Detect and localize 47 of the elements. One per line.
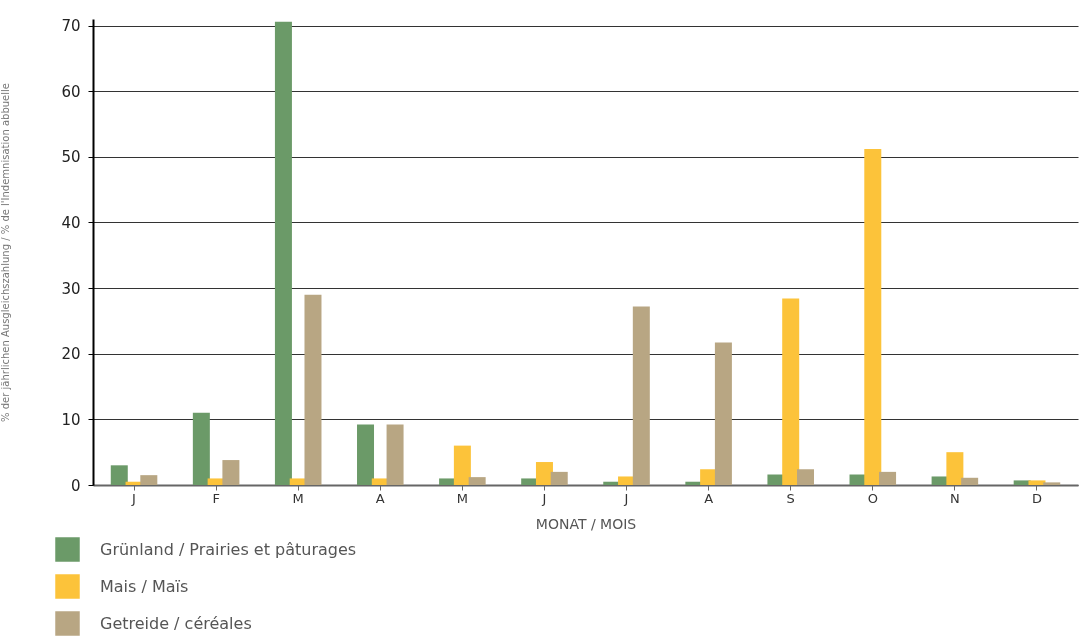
x-tick-label: J	[131, 490, 136, 506]
legend-label: Grünland / Prairies et pâturages	[100, 539, 357, 559]
bar	[946, 452, 964, 485]
x-tick-label: O	[867, 490, 878, 506]
bar	[304, 294, 322, 485]
bar	[274, 21, 292, 485]
x-tick-label: F	[212, 490, 220, 506]
x-axis-title: MONAT / MOIS	[535, 515, 637, 532]
y-tick-label: 20	[61, 345, 81, 364]
bar	[453, 445, 471, 485]
x-tick-label: A	[704, 490, 714, 506]
y-axis-title: % der jährlichen Ausgleichszahlung / % de l'Indemnisation abbuelle	[0, 83, 12, 422]
bar	[386, 424, 404, 485]
x-tick-label: N	[950, 490, 960, 506]
bar	[796, 469, 814, 485]
bar	[550, 471, 568, 485]
y-tick-label: 30	[61, 279, 81, 298]
bar	[714, 342, 732, 485]
x-tick-label: J	[623, 490, 629, 506]
bar	[535, 462, 553, 485]
y-tick-label: 40	[61, 213, 81, 232]
x-tick-label: M	[456, 490, 468, 506]
legend-label: Getreide / céréales	[100, 613, 252, 633]
bar	[961, 477, 979, 485]
bar	[864, 148, 882, 485]
bar	[632, 306, 650, 485]
legend-label: Mais / Maïs	[100, 576, 189, 596]
y-tick-label: 60	[61, 82, 81, 101]
bar	[140, 475, 158, 485]
x-tick-label: M	[292, 490, 304, 506]
y-tick-label: 70	[61, 17, 81, 36]
x-tick-label: S	[786, 490, 795, 506]
x-tick-label: A	[375, 490, 385, 506]
bar	[222, 460, 240, 485]
bar	[879, 471, 897, 485]
bar	[357, 424, 375, 485]
y-tick-label: 0	[70, 476, 81, 495]
bar	[110, 465, 128, 485]
y-tick-label: 50	[61, 148, 81, 167]
bar	[468, 477, 486, 485]
bar	[192, 412, 210, 485]
x-tick-label: D	[1031, 490, 1042, 506]
bar	[782, 298, 800, 485]
y-tick-label: 10	[61, 410, 81, 429]
bar	[1028, 480, 1046, 485]
x-tick-label: J	[541, 490, 547, 506]
bar	[1043, 482, 1061, 485]
